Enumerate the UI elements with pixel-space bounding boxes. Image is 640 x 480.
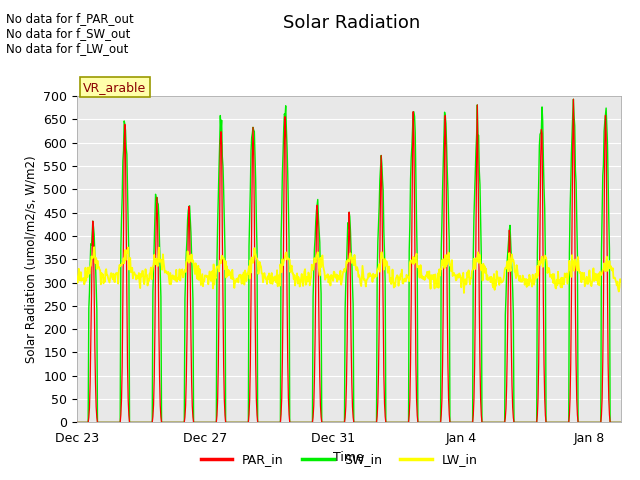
Text: Solar Radiation: Solar Radiation xyxy=(284,14,420,33)
Y-axis label: Solar Radiation (umol/m2/s, W/m2): Solar Radiation (umol/m2/s, W/m2) xyxy=(24,156,38,363)
X-axis label: Time: Time xyxy=(333,451,364,464)
Legend: PAR_in, SW_in, LW_in: PAR_in, SW_in, LW_in xyxy=(196,448,483,471)
Text: No data for f_PAR_out
No data for f_SW_out
No data for f_LW_out: No data for f_PAR_out No data for f_SW_o… xyxy=(6,12,134,55)
Text: VR_arable: VR_arable xyxy=(83,81,147,94)
